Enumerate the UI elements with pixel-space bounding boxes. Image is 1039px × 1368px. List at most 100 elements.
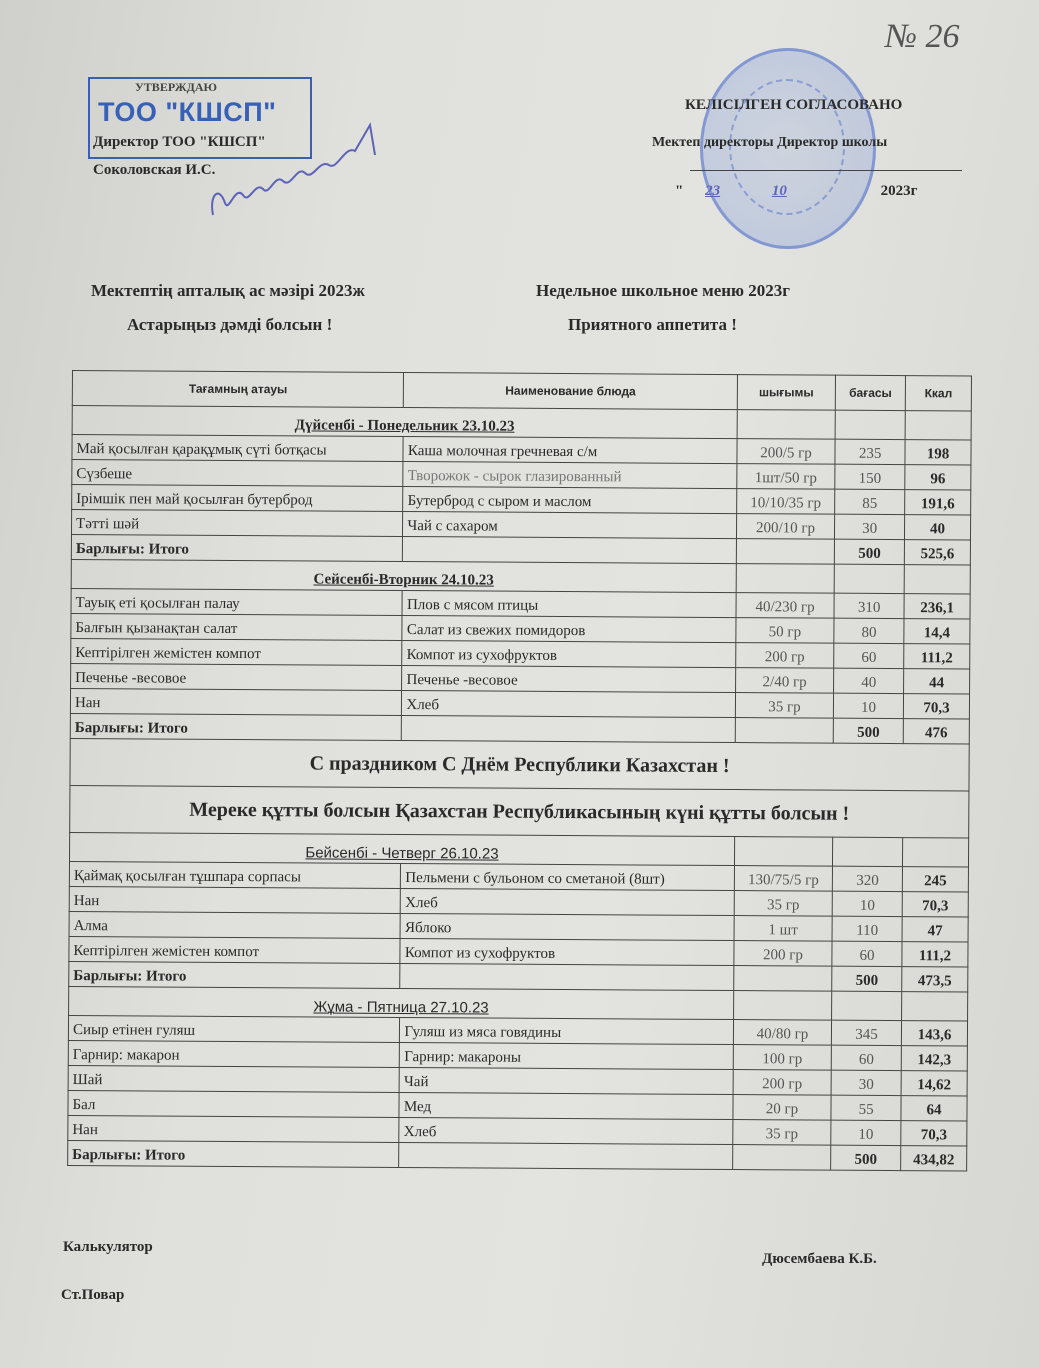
empty-cell	[736, 563, 835, 594]
dish-kcal: 236,1	[904, 593, 971, 619]
dish-name-ru: Салат из свежих помидоров	[402, 615, 736, 643]
dish-yield: 1 шт	[733, 915, 833, 942]
dish-name-ru: Хлеб	[401, 690, 736, 718]
col-header-name-kz: Тағамның атауы	[72, 370, 404, 408]
dish-yield: 2/40 гр	[735, 667, 834, 694]
dish-kcal: 44	[903, 668, 970, 694]
date-day: 23	[705, 183, 721, 199]
empty-cell	[733, 990, 832, 1021]
dish-kcal: 198	[905, 439, 972, 465]
total-price: 500	[831, 966, 902, 992]
dish-name-ru: Яблоко	[400, 913, 735, 941]
dish-name-ru: Хлеб	[399, 1117, 733, 1145]
director-name: Соколовская И.С.	[93, 162, 216, 178]
dish-price: 10	[832, 891, 903, 917]
empty-cell	[399, 1142, 733, 1170]
dish-name-kz: Тауық еті қосылған палау	[71, 588, 403, 616]
dish-name-kz: Нан	[69, 886, 401, 914]
total-price: 500	[833, 718, 904, 744]
chef-label: Ст.Повар	[61, 1287, 125, 1303]
company-stamp: ТОО "КШСП"	[98, 97, 277, 127]
dish-price: 60	[832, 941, 903, 967]
dish-name-kz: Печенье -весовое	[70, 663, 403, 691]
dish-price: 310	[834, 593, 905, 619]
dish-price: 10	[833, 693, 904, 719]
dish-name-kz: Сүзбеше	[71, 459, 404, 487]
dish-price: 320	[832, 866, 903, 892]
empty-cell	[904, 564, 971, 594]
dish-name-ru: Мед	[399, 1092, 733, 1120]
dish-name-ru: Гарнир: макароны	[399, 1042, 734, 1070]
empty-cell	[901, 991, 968, 1021]
dish-price: 150	[834, 464, 906, 490]
dish-kcal: 142,3	[901, 1045, 968, 1071]
empty-cell	[736, 409, 836, 440]
table-header-row: Тағамның атауы Наименование блюда шығымы…	[72, 370, 972, 411]
dish-name-kz: Бал	[67, 1090, 400, 1118]
dish-yield: 100 гр	[733, 1044, 832, 1071]
date-quote: "	[675, 183, 684, 199]
dish-yield: 130/75/5 гр	[734, 865, 833, 892]
empty-cell	[736, 538, 835, 565]
menu-title-ru: Недельное школьное меню 2023г	[536, 281, 791, 300]
dish-yield: 200 гр	[732, 1069, 832, 1096]
dish-name-kz: Сиыр етінен гуляш	[68, 1015, 400, 1043]
col-header-price: бағасы	[835, 375, 906, 411]
dish-price: 60	[831, 1045, 902, 1071]
col-header-name-ru: Наименование блюда	[403, 372, 738, 410]
dish-name-ru: Бутерброд с сыром и маслом	[403, 486, 737, 514]
dish-kcal: 47	[902, 916, 969, 942]
school-seal	[700, 48, 876, 249]
day-name: Бейсенбі - Четверг 26.10.23	[69, 832, 735, 866]
dish-name-kz: Кептірілген жемістен компот	[68, 936, 401, 964]
total-price: 500	[834, 539, 905, 565]
dish-price: 85	[834, 489, 905, 515]
wish-ru: Приятного аппетита !	[568, 315, 737, 334]
dish-kcal: 70,3	[903, 693, 970, 719]
day-name: Дүйсенбі - Понедельник 23.10.23	[72, 405, 738, 439]
empty-cell	[735, 717, 834, 744]
dish-name-kz: Шай	[68, 1065, 400, 1093]
agreed-title: КЕЛІСІЛГЕН СОГЛАСОВАНО	[685, 97, 903, 113]
wish-kz: Астарыңыз дәмді болсын !	[127, 315, 333, 334]
empty-cell	[402, 536, 737, 564]
dish-kcal: 64	[901, 1095, 968, 1121]
total-kcal: 434,82	[900, 1145, 967, 1171]
dish-kcal: 111,2	[901, 941, 969, 967]
dish-kcal: 14,4	[903, 618, 970, 644]
total-kcal: 473,5	[901, 966, 968, 992]
total-label: Барлығы: Итого	[68, 961, 401, 989]
dish-yield: 35 гр	[734, 890, 833, 917]
dish-kcal: 96	[904, 464, 971, 490]
total-label: Барлығы: Итого	[70, 713, 402, 741]
dish-price: 110	[832, 916, 903, 942]
col-header-kcal: Ккал	[905, 375, 972, 411]
empty-cell	[834, 564, 905, 594]
holiday-banner: Мереке құтты болсын Қазахстан Республика…	[69, 785, 969, 838]
dish-name-ru: Компот из сухофруктов	[400, 938, 734, 966]
dish-name-ru: Чай	[399, 1067, 734, 1095]
director-title: Директор ТОО "КШСП"	[93, 134, 266, 150]
dish-kcal: 245	[902, 866, 969, 892]
dish-price: 30	[834, 514, 905, 540]
dish-yield: 40/230 гр	[735, 592, 835, 619]
dish-name-ru: Печенье -весовое	[401, 665, 736, 693]
empty-cell	[732, 1144, 831, 1171]
empty-cell	[831, 991, 902, 1021]
dish-name-kz: Қаймақ қосылған тұшпара сорпасы	[69, 861, 401, 889]
dish-name-ru: Хлеб	[400, 888, 735, 916]
dish-yield: 20 гр	[732, 1094, 832, 1121]
dish-name-ru: Творожок - сырок глазированный	[403, 461, 737, 489]
empty-cell	[905, 410, 972, 440]
total-kcal: 525,6	[904, 539, 971, 565]
company-stamp-frame	[88, 77, 312, 159]
dish-name-kz: Гарнир: макарон	[68, 1040, 400, 1068]
dish-name-kz: Май қосылған қарақұмық сүті ботқасы	[71, 434, 404, 462]
agreed-date: " 23 10 2023г	[675, 183, 917, 200]
empty-cell	[733, 965, 833, 992]
dish-name-kz: Алма	[69, 911, 401, 939]
holiday-banner-row: С праздником С Днём Республики Казахстан…	[69, 738, 970, 791]
dish-kcal: 70,3	[902, 891, 969, 917]
calculator-label: Калькулятор	[63, 1239, 153, 1255]
